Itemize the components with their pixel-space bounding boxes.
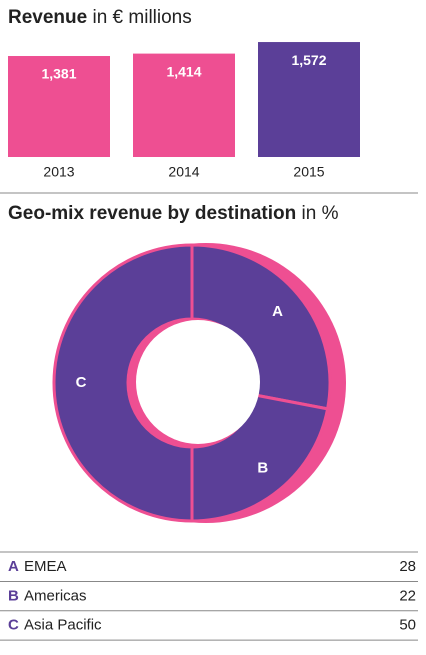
bar xyxy=(258,42,360,157)
row-name: Americas xyxy=(24,587,87,604)
bar xyxy=(8,56,110,157)
geo-title: Geo-mix revenue by destination in % xyxy=(8,203,339,224)
donut-segment xyxy=(52,243,194,523)
x-tick-label: 2015 xyxy=(293,164,324,180)
row-name: Asia Pacific xyxy=(24,617,102,634)
value-label: 1,381 xyxy=(41,66,76,82)
title-unit: in % xyxy=(302,203,339,224)
x-tick-label: 2014 xyxy=(168,164,199,180)
row-letter: C xyxy=(8,617,19,634)
row-letter: B xyxy=(8,587,19,604)
row-value: 28 xyxy=(399,558,416,575)
segment-label: C xyxy=(76,374,87,391)
row-name: EMEA xyxy=(24,558,67,575)
revenue-title: Revenue in € millions xyxy=(8,7,192,28)
title-main: Geo-mix revenue by destination xyxy=(8,203,296,224)
x-tick-label: 2013 xyxy=(43,164,74,180)
donut-hole xyxy=(136,320,260,444)
value-label: 1,572 xyxy=(291,52,326,68)
row-value: 22 xyxy=(399,587,416,604)
row-letter: A xyxy=(8,558,19,575)
bar xyxy=(133,53,235,157)
segment-label: B xyxy=(257,459,268,476)
title-main: Revenue xyxy=(8,7,87,28)
title-unit: in € millions xyxy=(92,7,191,28)
value-label: 1,414 xyxy=(166,63,201,79)
segment-label: A xyxy=(272,303,283,320)
row-value: 50 xyxy=(399,617,416,634)
